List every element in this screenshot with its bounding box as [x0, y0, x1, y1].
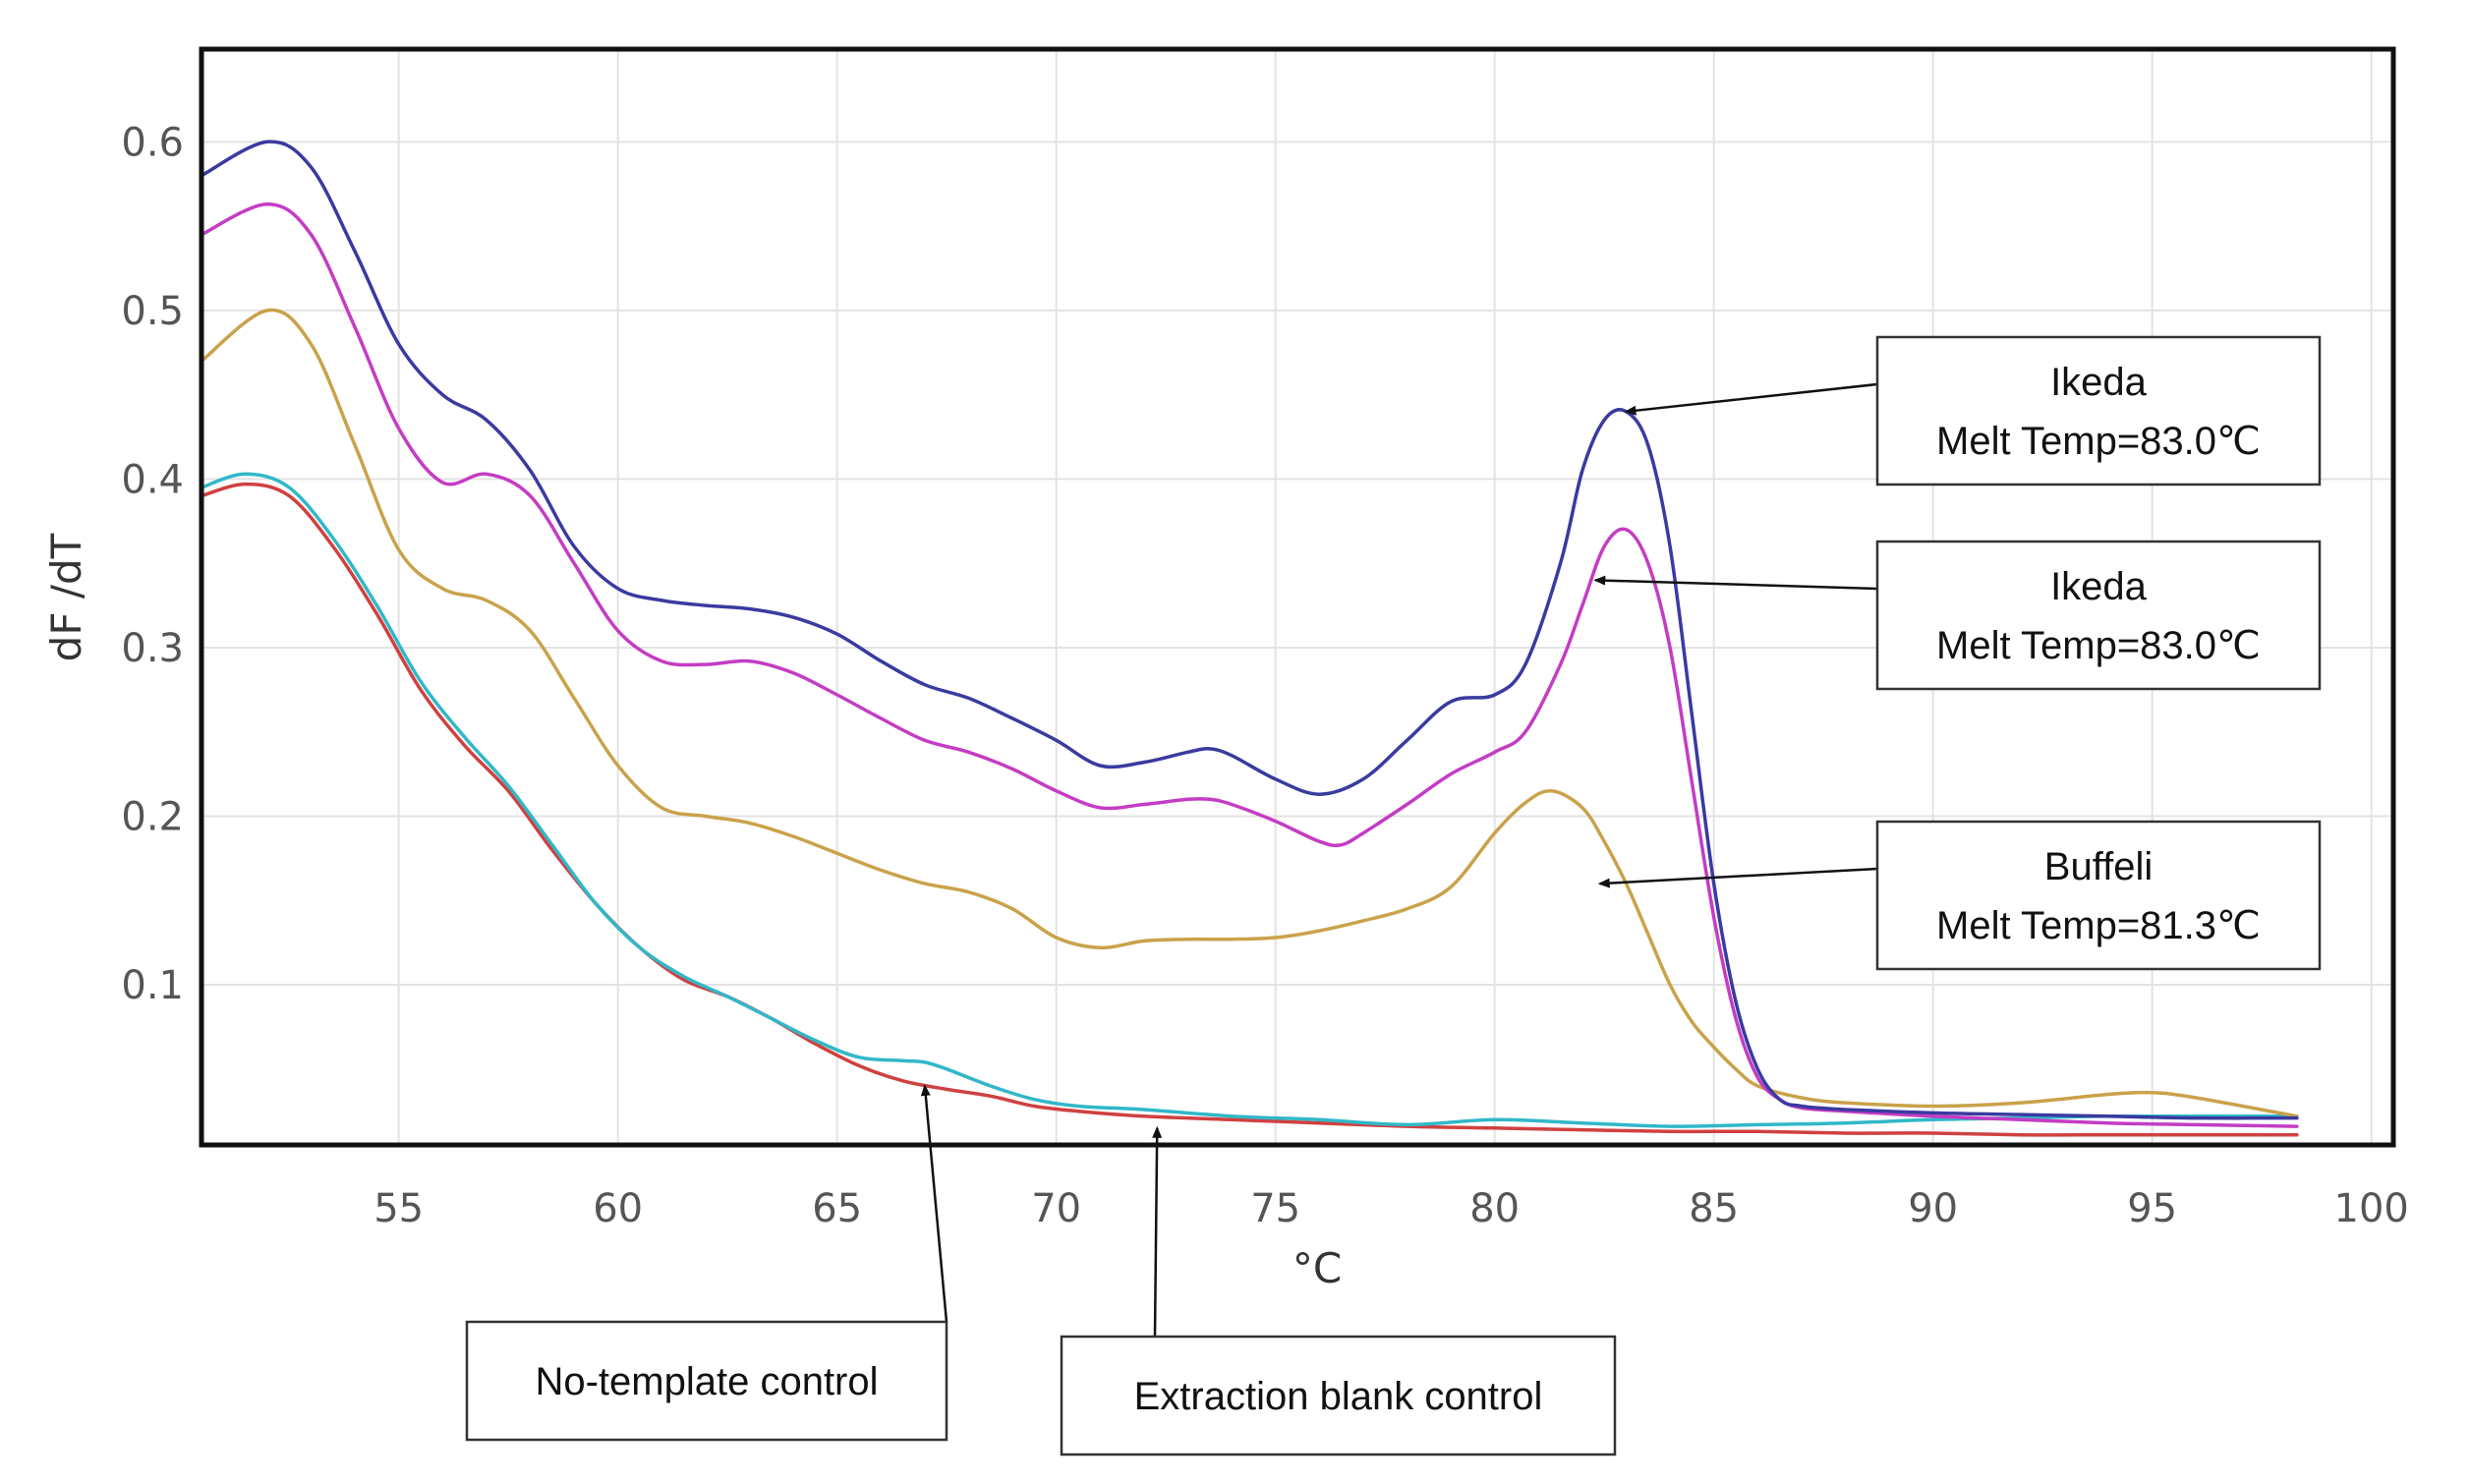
x-tick-label: 55	[373, 1186, 424, 1231]
x-axis-title: °C	[1292, 1244, 1342, 1292]
annotation-text: Buffeli	[2044, 845, 2153, 888]
x-tick-label: 100	[2334, 1186, 2409, 1231]
x-tick-label: 60	[593, 1186, 643, 1231]
plot-frame	[199, 46, 2396, 1148]
annotation-text: Extraction blank control	[1134, 1375, 1543, 1418]
y-tick-label: 0.5	[121, 289, 184, 334]
axis-ticks: 55 60 65 70 75 80 85 90 95 100 0.1 0.2 0.3 0.4 0.5 0.6	[121, 120, 2409, 1231]
annotation-no-template: No-template control	[465, 1083, 948, 1442]
annotation-ikeda-blue: Ikeda Melt Temp=83.0℃	[1624, 335, 2322, 486]
x-tick-label: 65	[812, 1186, 862, 1231]
x-tick-label: 85	[1689, 1186, 1739, 1231]
annotation-text: Ikeda	[2050, 565, 2148, 608]
annotation-text: Melt Temp=81.3℃	[1936, 904, 2261, 947]
series-line-4	[200, 482, 2299, 1137]
y-tick-label: 0.3	[121, 626, 184, 671]
annotation-text: Melt Temp=83.0℃	[1936, 420, 2261, 463]
annotation-box	[1875, 335, 2322, 486]
annotation-arrow	[1624, 382, 1878, 416]
annotation-box	[1875, 540, 2322, 691]
x-tick-label: 70	[1031, 1186, 1081, 1231]
annotation-buffeli: Buffeli Melt Temp=81.3℃	[1597, 820, 2322, 971]
y-axis-title: dF /dT	[42, 533, 90, 661]
annotation-arrow	[920, 1083, 948, 1323]
series-line-1	[200, 140, 2299, 1120]
annotation-arrow	[1597, 867, 1878, 888]
series-line-3	[200, 308, 2299, 1118]
y-tick-label: 0.6	[121, 120, 184, 165]
x-tick-label: 90	[1908, 1186, 1958, 1231]
y-tick-label: 0.4	[121, 457, 184, 502]
x-tick-label: 95	[2127, 1186, 2177, 1231]
annotation-box	[465, 1320, 948, 1442]
annotation-ikeda-magenta: Ikeda Melt Temp=83.0℃	[1593, 540, 2322, 691]
x-tick-label: 75	[1250, 1186, 1300, 1231]
y-tick-label: 0.1	[121, 963, 184, 1008]
series-group	[200, 140, 2299, 1137]
annotations: Ikeda Melt Temp=83.0℃ Ikeda Melt Temp=83.0℃…	[465, 335, 2322, 1456]
annotation-arrow	[1152, 1125, 1163, 1338]
series-line-5	[200, 472, 2299, 1128]
series-line-2	[200, 202, 2299, 1128]
x-tick-label: 80	[1469, 1186, 1520, 1231]
y-tick-label: 0.2	[121, 795, 184, 840]
annotation-arrow	[1593, 575, 1878, 591]
annotation-text: Ikeda	[2050, 361, 2148, 404]
annotation-extraction-blank: Extraction blank control	[1060, 1125, 1617, 1456]
annotation-box	[1060, 1335, 1617, 1456]
annotation-box	[1875, 820, 2322, 971]
annotation-text: No-template control	[535, 1360, 878, 1403]
annotation-text: Melt Temp=83.0℃	[1936, 624, 2261, 667]
